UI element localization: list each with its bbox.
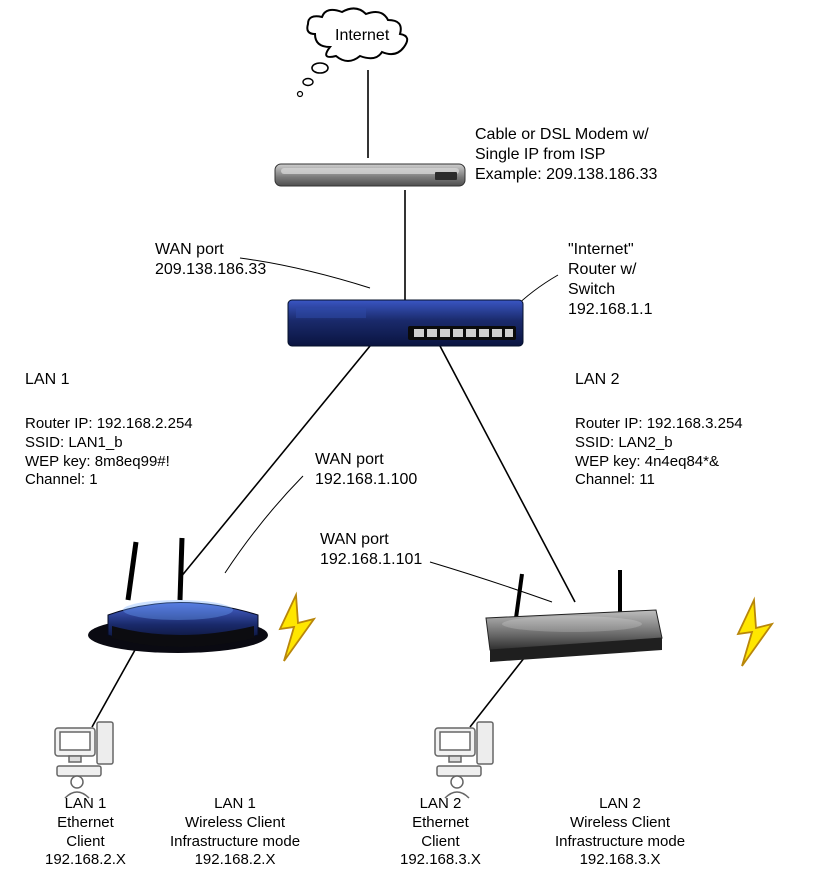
network-diagram: Internet Cable or DSL Modem w/ Single IP… bbox=[0, 0, 822, 880]
pc-icon bbox=[55, 722, 493, 798]
lan2-wifi-label: LAN 2 Wireless Client Infrastructure mod… bbox=[555, 795, 685, 870]
lan2-eth-label: LAN 2 Ethernet Client 192.168.3.X bbox=[400, 795, 481, 870]
lan2-info: Router IP: 192.168.3.254 SSID: LAN2_b WE… bbox=[575, 415, 743, 490]
switch-desc: "Internet" Router w/ Switch 192.168.1.1 bbox=[568, 240, 653, 320]
modem-desc: Cable or DSL Modem w/ Single IP from ISP… bbox=[475, 125, 657, 185]
wan-port-modem: WAN port 209.138.186.33 bbox=[155, 240, 266, 280]
router2-icon bbox=[486, 570, 662, 662]
internet-label: Internet bbox=[335, 26, 389, 46]
linksys-router-icon bbox=[88, 538, 268, 653]
lan1-eth-label: LAN 1 Ethernet Client 192.168.2.X bbox=[45, 795, 126, 870]
lan1-info: Router IP: 192.168.2.254 SSID: LAN1_b WE… bbox=[25, 415, 193, 490]
switch-icon bbox=[288, 300, 523, 346]
internet-cloud-icon bbox=[298, 8, 408, 96]
lan2-title: LAN 2 bbox=[575, 370, 619, 390]
wan-port-101: WAN port 192.168.1.101 bbox=[320, 530, 422, 570]
lan1-wifi-label: LAN 1 Wireless Client Infrastructure mod… bbox=[170, 795, 300, 870]
modem-icon bbox=[275, 164, 465, 186]
lan1-title: LAN 1 bbox=[25, 370, 69, 390]
wan-port-100: WAN port 192.168.1.100 bbox=[315, 450, 417, 490]
